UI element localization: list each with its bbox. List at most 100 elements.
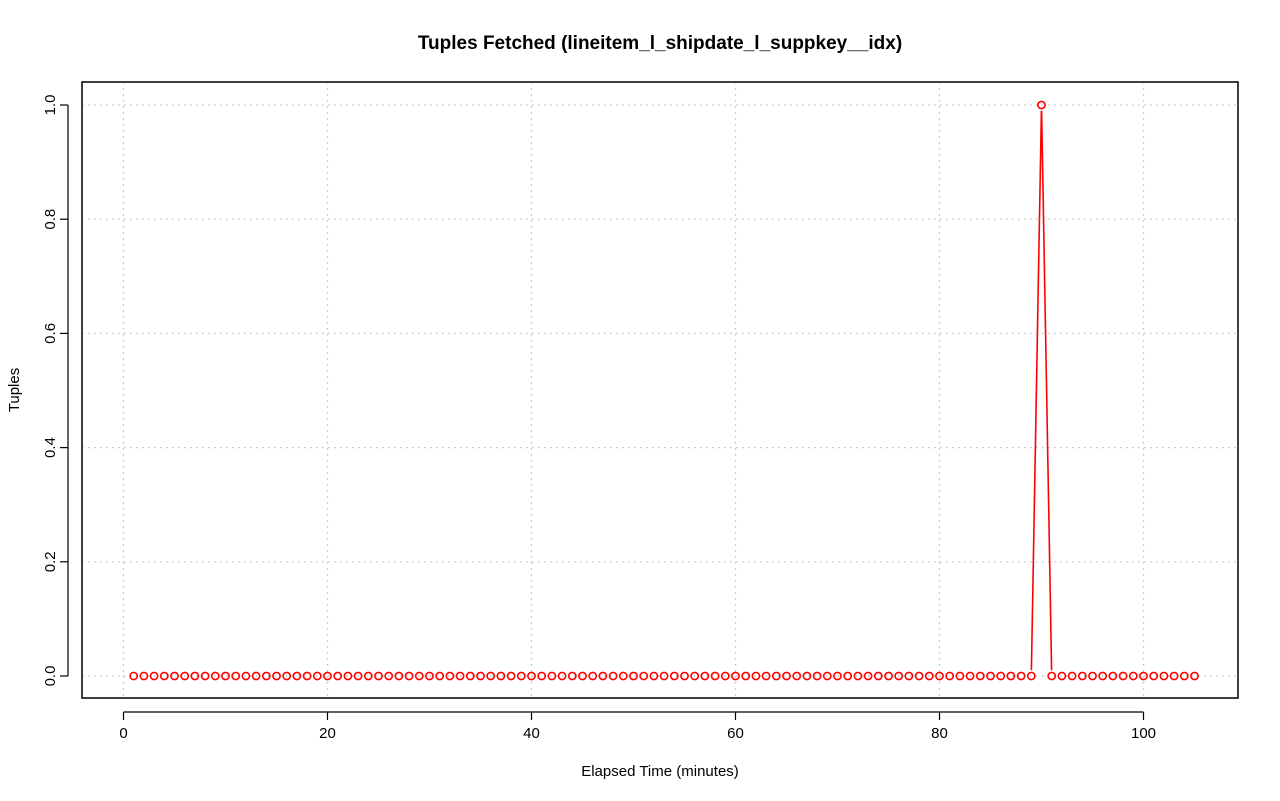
data-point xyxy=(639,671,649,681)
data-point xyxy=(129,671,139,681)
data-point xyxy=(465,671,475,681)
data-point xyxy=(935,671,944,681)
data-point xyxy=(333,671,343,681)
data-point xyxy=(1169,671,1179,681)
data-point xyxy=(241,671,251,681)
y-tick-label: 0.0 xyxy=(42,666,59,687)
data-point xyxy=(282,671,292,681)
data-point xyxy=(414,671,424,681)
y-tick-label: 0.6 xyxy=(42,323,59,344)
data-point xyxy=(710,671,720,681)
data-series xyxy=(129,100,1199,681)
data-point xyxy=(975,671,985,681)
data-point xyxy=(1179,671,1189,681)
data-point xyxy=(302,671,312,681)
data-point xyxy=(200,671,210,681)
data-point xyxy=(608,671,618,681)
data-point xyxy=(476,671,485,681)
data-point xyxy=(557,671,567,681)
x-tick-label: 20 xyxy=(319,725,336,742)
data-point xyxy=(1149,671,1159,681)
data-point xyxy=(1190,671,1199,681)
data-point xyxy=(170,671,179,681)
x-tick-label: 80 xyxy=(931,725,948,742)
data-point xyxy=(649,671,659,681)
data-point xyxy=(425,671,434,681)
data-point xyxy=(139,671,149,681)
data-point xyxy=(782,671,791,681)
chart-title: Tuples Fetched (lineitem_l_shipdate_l_su… xyxy=(418,33,902,54)
data-point xyxy=(588,671,598,681)
data-point xyxy=(996,671,1006,681)
x-tick-label: 60 xyxy=(727,725,744,742)
y-axis-label: Tuples xyxy=(6,368,23,412)
data-point xyxy=(353,671,363,681)
data-point xyxy=(751,671,761,681)
data-point xyxy=(251,671,261,681)
data-point xyxy=(802,671,812,681)
y-tick-label: 0.2 xyxy=(42,551,59,572)
data-point xyxy=(404,671,414,681)
data-point xyxy=(598,671,608,681)
data-point xyxy=(945,671,955,681)
data-point xyxy=(700,671,710,681)
data-point xyxy=(394,671,404,681)
data-point xyxy=(190,671,200,681)
data-point xyxy=(527,671,536,681)
data-point xyxy=(261,671,271,681)
data-point xyxy=(986,671,995,681)
data-point xyxy=(833,671,842,681)
data-point xyxy=(771,671,781,681)
axes: 0 20 40 60 80 100 0.0 0.2 0.4 0.6 0.8 1.0 xyxy=(42,95,1156,742)
data-point xyxy=(792,671,802,681)
data-point xyxy=(1016,671,1026,681)
data-point xyxy=(149,671,159,681)
data-point xyxy=(1159,671,1169,681)
data-point xyxy=(669,671,679,681)
data-point xyxy=(374,671,383,681)
x-axis-label: Elapsed Time (minutes) xyxy=(581,763,739,780)
x-tick-label: 40 xyxy=(523,725,540,742)
x-tick-label: 100 xyxy=(1131,725,1156,742)
data-point xyxy=(435,671,445,681)
data-point xyxy=(873,671,883,681)
data-point xyxy=(1067,671,1077,681)
data-point xyxy=(496,671,506,681)
x-tick-label: 0 xyxy=(119,725,127,742)
data-point xyxy=(384,671,394,681)
data-point xyxy=(486,671,496,681)
data-point xyxy=(1139,671,1148,681)
data-point xyxy=(363,671,373,681)
data-point xyxy=(272,671,281,681)
data-point xyxy=(720,671,730,681)
y-tick-label: 0.4 xyxy=(42,437,59,458)
y-tick-label: 1.0 xyxy=(42,95,59,116)
data-point xyxy=(955,671,965,681)
data-point xyxy=(1077,671,1087,681)
data-point xyxy=(924,671,934,681)
series-segment xyxy=(1030,110,1043,671)
data-point xyxy=(221,671,230,681)
data-point xyxy=(312,671,322,681)
plot-area-border xyxy=(81,81,1239,699)
series-segment xyxy=(1040,110,1053,671)
data-point xyxy=(680,671,689,681)
data-point xyxy=(914,671,924,681)
data-point xyxy=(1037,100,1046,110)
data-point xyxy=(567,671,577,681)
data-point xyxy=(884,671,893,681)
data-point xyxy=(537,671,547,681)
data-point xyxy=(1108,671,1118,681)
data-point xyxy=(812,671,822,681)
data-point xyxy=(618,671,628,681)
y-tick-label: 0.8 xyxy=(42,209,59,230)
data-point xyxy=(731,671,740,681)
data-point xyxy=(516,671,526,681)
data-point xyxy=(1006,671,1016,681)
data-point xyxy=(1128,671,1138,681)
data-point xyxy=(578,671,587,681)
data-point xyxy=(210,671,220,681)
data-point xyxy=(1088,671,1097,681)
grid xyxy=(82,82,1238,698)
